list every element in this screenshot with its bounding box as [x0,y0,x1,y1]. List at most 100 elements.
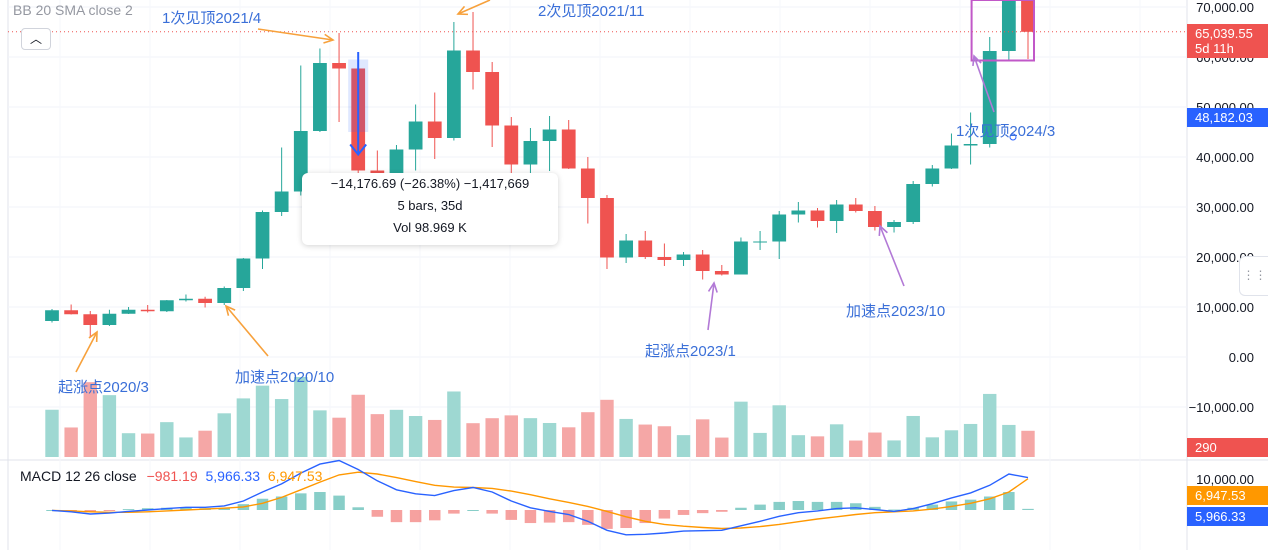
macd-line-badge: 5,966.33 [1187,507,1268,526]
macd-histogram-bar [830,501,843,510]
macd-histogram-bar [582,510,594,525]
volume-badge: 290 [1187,438,1268,457]
current-price-badge: 65,039.55 5d 11h [1187,24,1268,58]
arrow-start-2023-1-head [707,281,718,293]
macd-histogram-bar [390,510,403,523]
volume-bar [695,419,710,457]
volume-bar [332,417,346,457]
volume-bar [217,413,231,457]
volume-bar [657,426,672,457]
volume-bar [236,398,251,457]
volume-bar [313,410,327,457]
volume-bar [179,437,193,457]
bar-countdown: 5d 11h [1195,41,1234,56]
arrow-top-2021-11-head [456,5,469,16]
annotation-start-2020-3[interactable]: 起涨点2020/3 [58,379,149,396]
macd-histogram-bar [562,510,575,523]
arrow-top-2024-3-head [972,54,982,67]
drag-handle[interactable]: ⋮⋮ [1239,256,1268,296]
candle-body [944,145,959,169]
macd-histogram-bar [275,496,288,510]
annotation-top-2021-4[interactable]: 1次见顶2021/4 [162,10,262,27]
annotation-accel-2020-10[interactable]: 加速点2020/10 [235,369,335,386]
macd-label: MACD 12 26 close [20,468,137,484]
volume-bar [734,401,748,457]
candle-body [695,254,710,271]
macd-histogram-bar [505,510,518,520]
measure-bars: 5 bars, 35d [397,198,463,213]
candle-body [600,198,614,258]
price-tick: 70,000.00 [1196,0,1254,15]
macd-histogram-bar [773,501,785,510]
candle-body [772,214,787,242]
volume-bar [983,393,997,457]
volume-bar [1021,430,1035,457]
macd-histogram-bar [543,510,556,523]
candle-body [580,168,595,198]
grip-icon: ⋮⋮ [1242,268,1267,282]
macd-histogram-bar [524,510,537,524]
current-price-value: 65,039.55 [1195,26,1253,41]
macd-histogram-bar [869,506,881,510]
macd-histogram-bar [964,499,977,510]
macd-histogram-bar [333,495,345,510]
candle-body [466,50,480,72]
arrow-top-2024-3 [973,55,995,113]
price-tick: 30,000.00 [1196,200,1254,215]
arrow-top-2021-4-head [323,33,335,44]
volume-bar [523,418,538,457]
volume-bar [198,430,212,457]
macd-histogram-bar [180,507,192,510]
volume-bar [887,440,901,457]
annotation-top-2021-11[interactable]: 2次见顶2021/11 [538,3,645,20]
volume-bar [389,409,404,457]
candle-body [829,204,844,221]
volume-bar [715,437,729,457]
candle-body [638,240,653,257]
macd-header[interactable]: MACD 12 26 close −981.19 5,966.33 6,947.… [20,468,322,484]
candle-body [408,121,423,150]
macd-histogram-bar [467,510,479,511]
collapse-button[interactable]: ︿ [21,28,51,50]
volume-bar [160,422,174,457]
annotation-accel-2023-10[interactable]: 加速点2023/10 [846,303,946,320]
volume-bar [562,427,576,457]
macd-histogram-bar [620,510,632,528]
macd-histogram-bar [256,498,269,510]
macd-histogram-bar [141,508,154,510]
measure-volume: Vol 98.969 K [393,220,467,235]
candle-body [848,204,863,211]
macd-histogram-bar [983,496,996,510]
candle-body [64,310,79,315]
macd-histogram-bar [735,507,747,510]
macd-histogram-bar [601,510,613,529]
volume-bar [829,424,844,457]
macd-histogram-bar [639,510,651,524]
volume-bar [581,412,595,457]
macd-histogram-bar [716,510,728,512]
volume-bar [638,424,652,457]
candle-body [121,309,136,314]
volume-bar [466,423,480,457]
price-tick: 0.00 [1228,350,1254,365]
volume-bar [274,399,289,457]
measure-arrow-head [349,143,367,157]
bb-indicator-label[interactable]: BB 20 SMA close 2 [13,2,133,18]
annotation-start-2023-1[interactable]: 起涨点2023/1 [645,343,736,360]
price-tick: 40,000.00 [1196,150,1254,165]
macd-histogram-bar [658,510,671,519]
volume-bar [542,422,557,457]
price-tick: 10,000.00 [1196,300,1254,315]
candle-body [159,300,174,312]
volume-bar [140,433,155,457]
volume-bar [294,377,308,457]
candle-body [1021,0,1035,32]
arrow-start-2020-3 [75,331,98,373]
annotation-top-2024-3[interactable]: 1次见顶2024/3 [956,123,1056,140]
candle-body [332,63,346,69]
macd-histogram-bar [486,510,498,514]
candle-body [657,257,672,260]
candle-body [198,298,212,303]
macd-histogram-bar [677,510,690,515]
